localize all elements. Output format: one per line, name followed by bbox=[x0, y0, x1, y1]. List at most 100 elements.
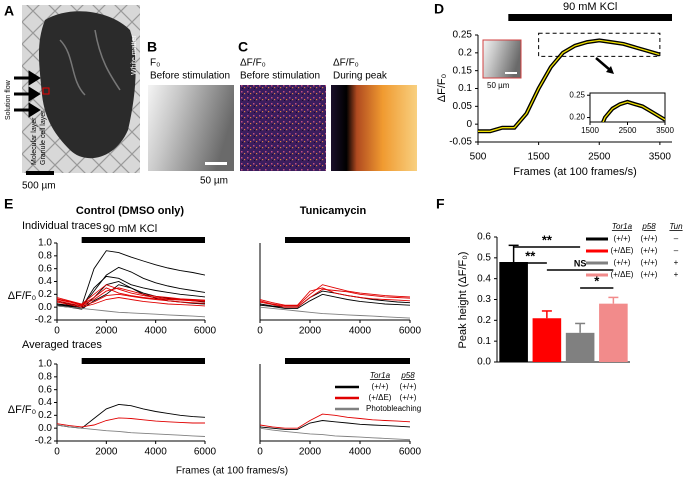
legend-label: (+/ΔE) bbox=[611, 246, 634, 255]
y-tick-label: -0.2 bbox=[35, 436, 53, 447]
condition-label: Before stimulation bbox=[150, 71, 230, 82]
peak-image bbox=[331, 85, 417, 171]
y-axis-label: ΔF/F₀ bbox=[8, 290, 36, 302]
legend-label: – bbox=[674, 246, 679, 255]
x-tick-label: 0 bbox=[54, 447, 60, 458]
y-axis-label: Peak height (ΔF/F₀) bbox=[457, 252, 469, 349]
y-tick-label: 1.0 bbox=[38, 238, 52, 249]
x-tick-label: 2500 bbox=[588, 152, 611, 163]
significance-label: NS bbox=[574, 258, 587, 268]
y-tick-label: 0.6 bbox=[477, 232, 491, 243]
trace bbox=[260, 293, 410, 309]
panel-b: B F₀ Before stimulation 50 µm bbox=[147, 39, 234, 187]
y-tick-label: 0.5 bbox=[477, 252, 491, 263]
roi-box bbox=[42, 87, 50, 95]
y-tick-label: 0.0 bbox=[38, 302, 52, 313]
trace bbox=[260, 288, 410, 308]
x-tick-label: 4000 bbox=[349, 326, 372, 337]
trace bbox=[57, 250, 205, 307]
stimulus-bar bbox=[285, 237, 410, 243]
significance-label: ** bbox=[525, 248, 536, 263]
trace bbox=[260, 413, 410, 429]
trace bbox=[57, 293, 205, 307]
condition-label: Before stimulation bbox=[240, 71, 320, 82]
x-tick-label: 6000 bbox=[194, 447, 217, 458]
y-tick-label: 0.20 bbox=[569, 113, 585, 122]
legend-label: (+/+) bbox=[372, 382, 389, 391]
condition-label: During peak bbox=[333, 71, 388, 82]
y-tick-label: 0.15 bbox=[453, 65, 473, 76]
panel-letter: D bbox=[434, 1, 444, 17]
y-tick-label: 0.3 bbox=[477, 294, 491, 305]
trace bbox=[260, 420, 410, 430]
y-tick-label: 0.2 bbox=[477, 315, 491, 326]
legend-label: + bbox=[674, 270, 679, 279]
trace bbox=[260, 306, 410, 319]
scale-label: 50 µm bbox=[200, 176, 228, 187]
measure-label: F₀ bbox=[150, 58, 160, 69]
x-tick-label: 6000 bbox=[194, 326, 217, 337]
inset-background bbox=[589, 92, 666, 123]
flow-arrows bbox=[14, 70, 41, 118]
scale-bar bbox=[26, 171, 54, 175]
before-image bbox=[240, 85, 326, 171]
legend-header: p58 bbox=[400, 371, 415, 380]
trace bbox=[57, 284, 205, 305]
legend-header: Tor1a bbox=[370, 371, 391, 380]
legend-label: (+/+) bbox=[641, 246, 658, 255]
trace bbox=[57, 417, 205, 428]
x-tick-label: 500 bbox=[470, 152, 487, 163]
y-tick-label: 0.2 bbox=[38, 410, 52, 421]
y-tick-label: -0.05 bbox=[449, 137, 472, 148]
legend-label: (+/+) bbox=[614, 258, 631, 267]
legend-header: p58 bbox=[641, 222, 656, 231]
stimulus-label: 90 mM KCl bbox=[103, 223, 157, 235]
slice-folia bbox=[59, 29, 121, 96]
trace bbox=[57, 287, 205, 306]
x-tick-label: 0 bbox=[257, 447, 263, 458]
y-tick-label: 0.6 bbox=[38, 384, 52, 395]
f0-image bbox=[148, 85, 234, 171]
x-tick-label: 2000 bbox=[95, 326, 118, 337]
bar bbox=[565, 332, 595, 362]
legend-label: Photobleaching bbox=[366, 404, 421, 413]
panel-letter: F bbox=[436, 196, 445, 212]
scale-bar bbox=[505, 72, 517, 74]
x-tick-label: 4000 bbox=[145, 447, 168, 458]
significance-label: ** bbox=[542, 232, 553, 247]
y-axis-label: ΔF/F₀ bbox=[8, 404, 36, 416]
measure-label: ΔF/F₀ bbox=[240, 58, 266, 69]
chart-title: Tunicamycin bbox=[300, 205, 367, 217]
trace bbox=[57, 297, 205, 308]
x-tick-label: 2000 bbox=[95, 447, 118, 458]
legend-header: Tor1a bbox=[612, 222, 633, 231]
white-matter-label: White matter bbox=[131, 35, 138, 75]
zoom-arrow-head bbox=[606, 66, 614, 74]
x-tick-label: 0 bbox=[257, 326, 263, 337]
row-label: Individual traces bbox=[22, 220, 102, 232]
bar bbox=[532, 318, 562, 362]
x-tick-label: 3500 bbox=[649, 152, 672, 163]
molecular-label: Molecular layer bbox=[31, 117, 38, 165]
y-tick-label: 0.8 bbox=[38, 371, 52, 382]
y-tick-label: 0.8 bbox=[38, 250, 52, 261]
y-tick-label: 0.4 bbox=[38, 276, 52, 287]
legend-label: (+/ΔE) bbox=[369, 393, 392, 402]
row-label: Averaged traces bbox=[22, 339, 102, 351]
panel-letter: E bbox=[4, 196, 13, 212]
trace bbox=[260, 287, 410, 306]
panel-letter: B bbox=[147, 39, 157, 55]
x-tick-label: 1500 bbox=[581, 126, 599, 135]
slice-tissue bbox=[38, 11, 136, 159]
bar bbox=[599, 303, 628, 362]
legend-label: + bbox=[674, 258, 679, 267]
trace bbox=[260, 284, 410, 307]
x-tick-label: 6000 bbox=[399, 447, 422, 458]
trace bbox=[57, 305, 205, 318]
scale-label: 50 µm bbox=[487, 81, 510, 90]
trace bbox=[57, 424, 205, 437]
stimulus-bar bbox=[508, 14, 672, 21]
x-tick-label: 0 bbox=[54, 326, 60, 337]
